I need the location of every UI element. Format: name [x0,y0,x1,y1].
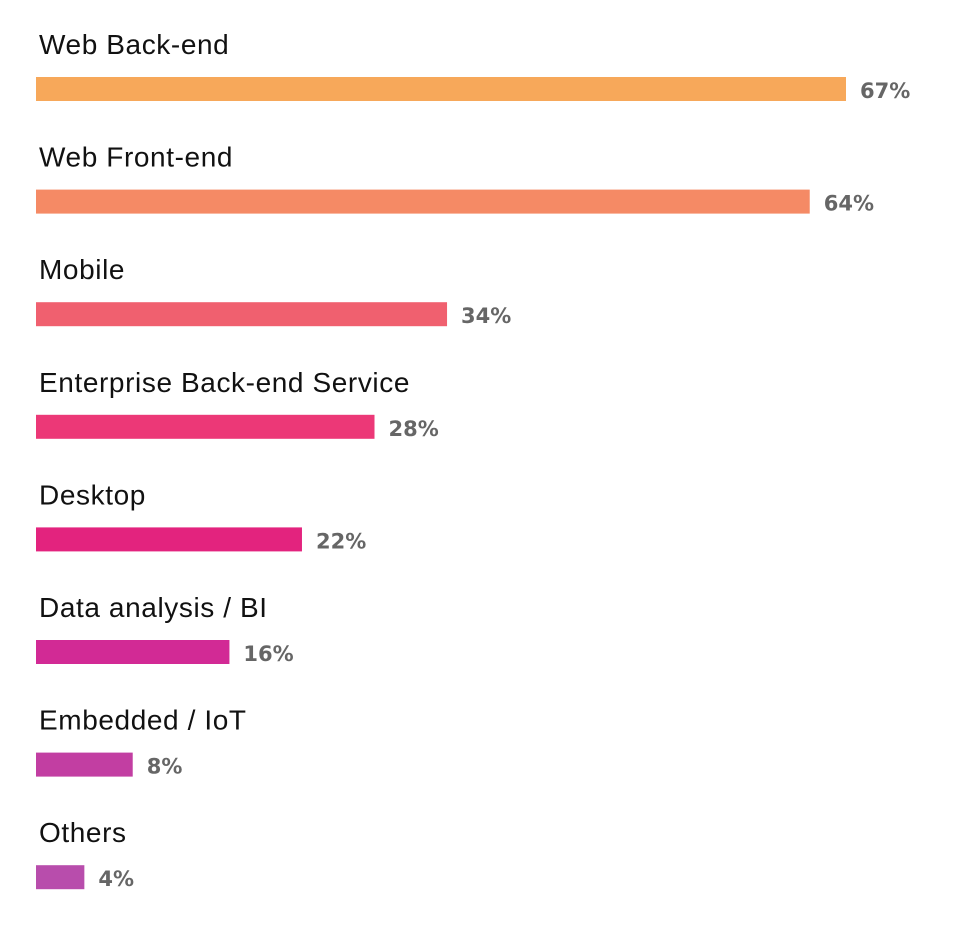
category-label-data-analysis-bi: Data analysis / BI [39,592,268,623]
bar-web-back-end [36,77,846,101]
value-label-mobile: 34% [461,304,511,328]
bar-others [36,865,85,890]
category-label-web-back-end: Web Back-end [39,29,229,60]
category-label-web-front-end: Web Front-end [39,142,233,173]
category-label-others: Others [39,817,127,848]
bar-mobile [36,302,448,327]
value-label-desktop: 22% [316,529,366,553]
category-label-enterprise-back-end-service: Enterprise Back-end Service [39,367,410,398]
value-label-enterprise-back-end-service: 28% [389,417,439,441]
value-label-embedded-iot: 8% [147,755,183,779]
bar-desktop [36,527,302,552]
bar-enterprise-back-end-service [36,414,375,439]
category-label-desktop: Desktop [39,479,146,510]
value-label-web-back-end: 67% [860,79,910,103]
bar-web-front-end [36,189,810,214]
value-label-data-analysis-bi: 16% [243,642,293,666]
value-label-web-front-end: 64% [824,192,874,216]
category-label-mobile: Mobile [39,254,125,285]
value-label-others: 4% [98,867,134,891]
bar-embedded-iot [36,752,133,777]
category-label-embedded-iot: Embedded / IoT [39,705,247,736]
bar-data-analysis-bi [36,640,230,664]
